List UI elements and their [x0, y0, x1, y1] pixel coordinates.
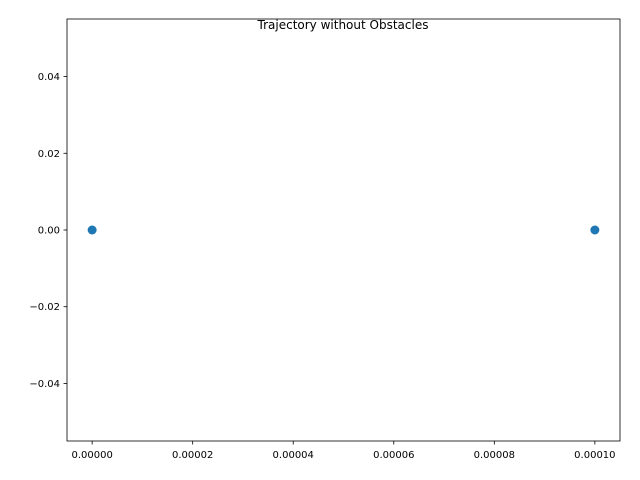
y-tick-label: 0.04 [38, 72, 60, 83]
axes-frame [66, 18, 621, 442]
y-tick-label: 0.00 [38, 226, 60, 237]
x-tick-label: 0.00008 [474, 450, 515, 461]
x-tick-label: 0.00004 [273, 450, 314, 461]
x-tick-label: 0.00006 [373, 450, 414, 461]
plot-area: 0.00000 0.00002 0.00004 0.00006 0.00008 0.000… [29, 72, 615, 461]
x-tick-label: 0.00002 [172, 450, 213, 461]
x-tick-label: 0.00000 [71, 450, 112, 461]
chart-title: Trajectory without Obstacles [257, 18, 429, 32]
y-tick-label: −0.04 [29, 379, 60, 390]
x-tick-label: 0.00010 [574, 450, 615, 461]
y-tick-label: 0.02 [38, 149, 60, 160]
data-point [87, 225, 97, 235]
data-point [590, 225, 600, 235]
y-tick-label: −0.02 [29, 302, 60, 313]
